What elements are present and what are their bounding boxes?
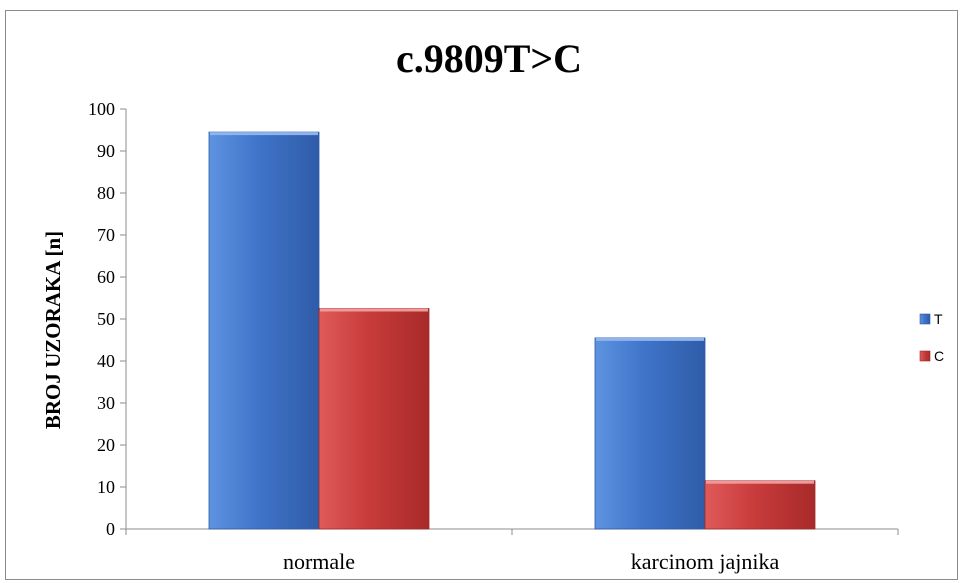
bar-top-highlight — [596, 337, 704, 341]
y-tick-label: 0 — [106, 519, 115, 539]
legend-swatch-C — [919, 350, 931, 362]
bar-top-highlight — [210, 132, 318, 136]
bar-C-0 — [318, 308, 430, 530]
bar-top-highlight — [706, 480, 814, 484]
chart-frame: c.9809T>C BROJ UZORAKA [n] 0 10 20 30 40 50 60… — [5, 10, 958, 580]
y-tick-label: 60 — [97, 267, 115, 287]
bars — [208, 131, 816, 530]
bar-T-0 — [208, 131, 320, 530]
y-tick-label: 90 — [97, 141, 115, 161]
y-tick-label: 50 — [97, 309, 115, 329]
legend-swatch-T — [919, 313, 931, 325]
chart-title: c.9809T>C — [396, 36, 582, 81]
y-tick-label: 10 — [97, 477, 115, 497]
axes: 0 10 20 30 40 50 60 70 80 90 100 normale karcinom ja… — [88, 99, 899, 574]
y-axis-label: BROJ UZORAKA [n] — [41, 231, 65, 429]
bar-T-1 — [594, 337, 706, 530]
legend-label-T: T — [934, 311, 943, 327]
x-tick-label: karcinom jajnika — [631, 549, 780, 574]
bar-top-highlight — [320, 308, 428, 312]
y-tick-label: 30 — [97, 393, 115, 413]
bar-C-1 — [704, 480, 816, 530]
y-tick-label: 20 — [97, 435, 115, 455]
x-tick-label: normale — [283, 549, 355, 574]
y-tick-label: 100 — [88, 99, 115, 119]
y-tick-label: 40 — [97, 351, 115, 371]
bar-chart: c.9809T>C BROJ UZORAKA [n] 0 10 20 30 40 50 60… — [41, 36, 944, 574]
legend: TC — [919, 311, 944, 364]
legend-label-C: C — [934, 348, 944, 364]
y-tick-label: 70 — [97, 225, 115, 245]
y-tick-label: 80 — [97, 183, 115, 203]
